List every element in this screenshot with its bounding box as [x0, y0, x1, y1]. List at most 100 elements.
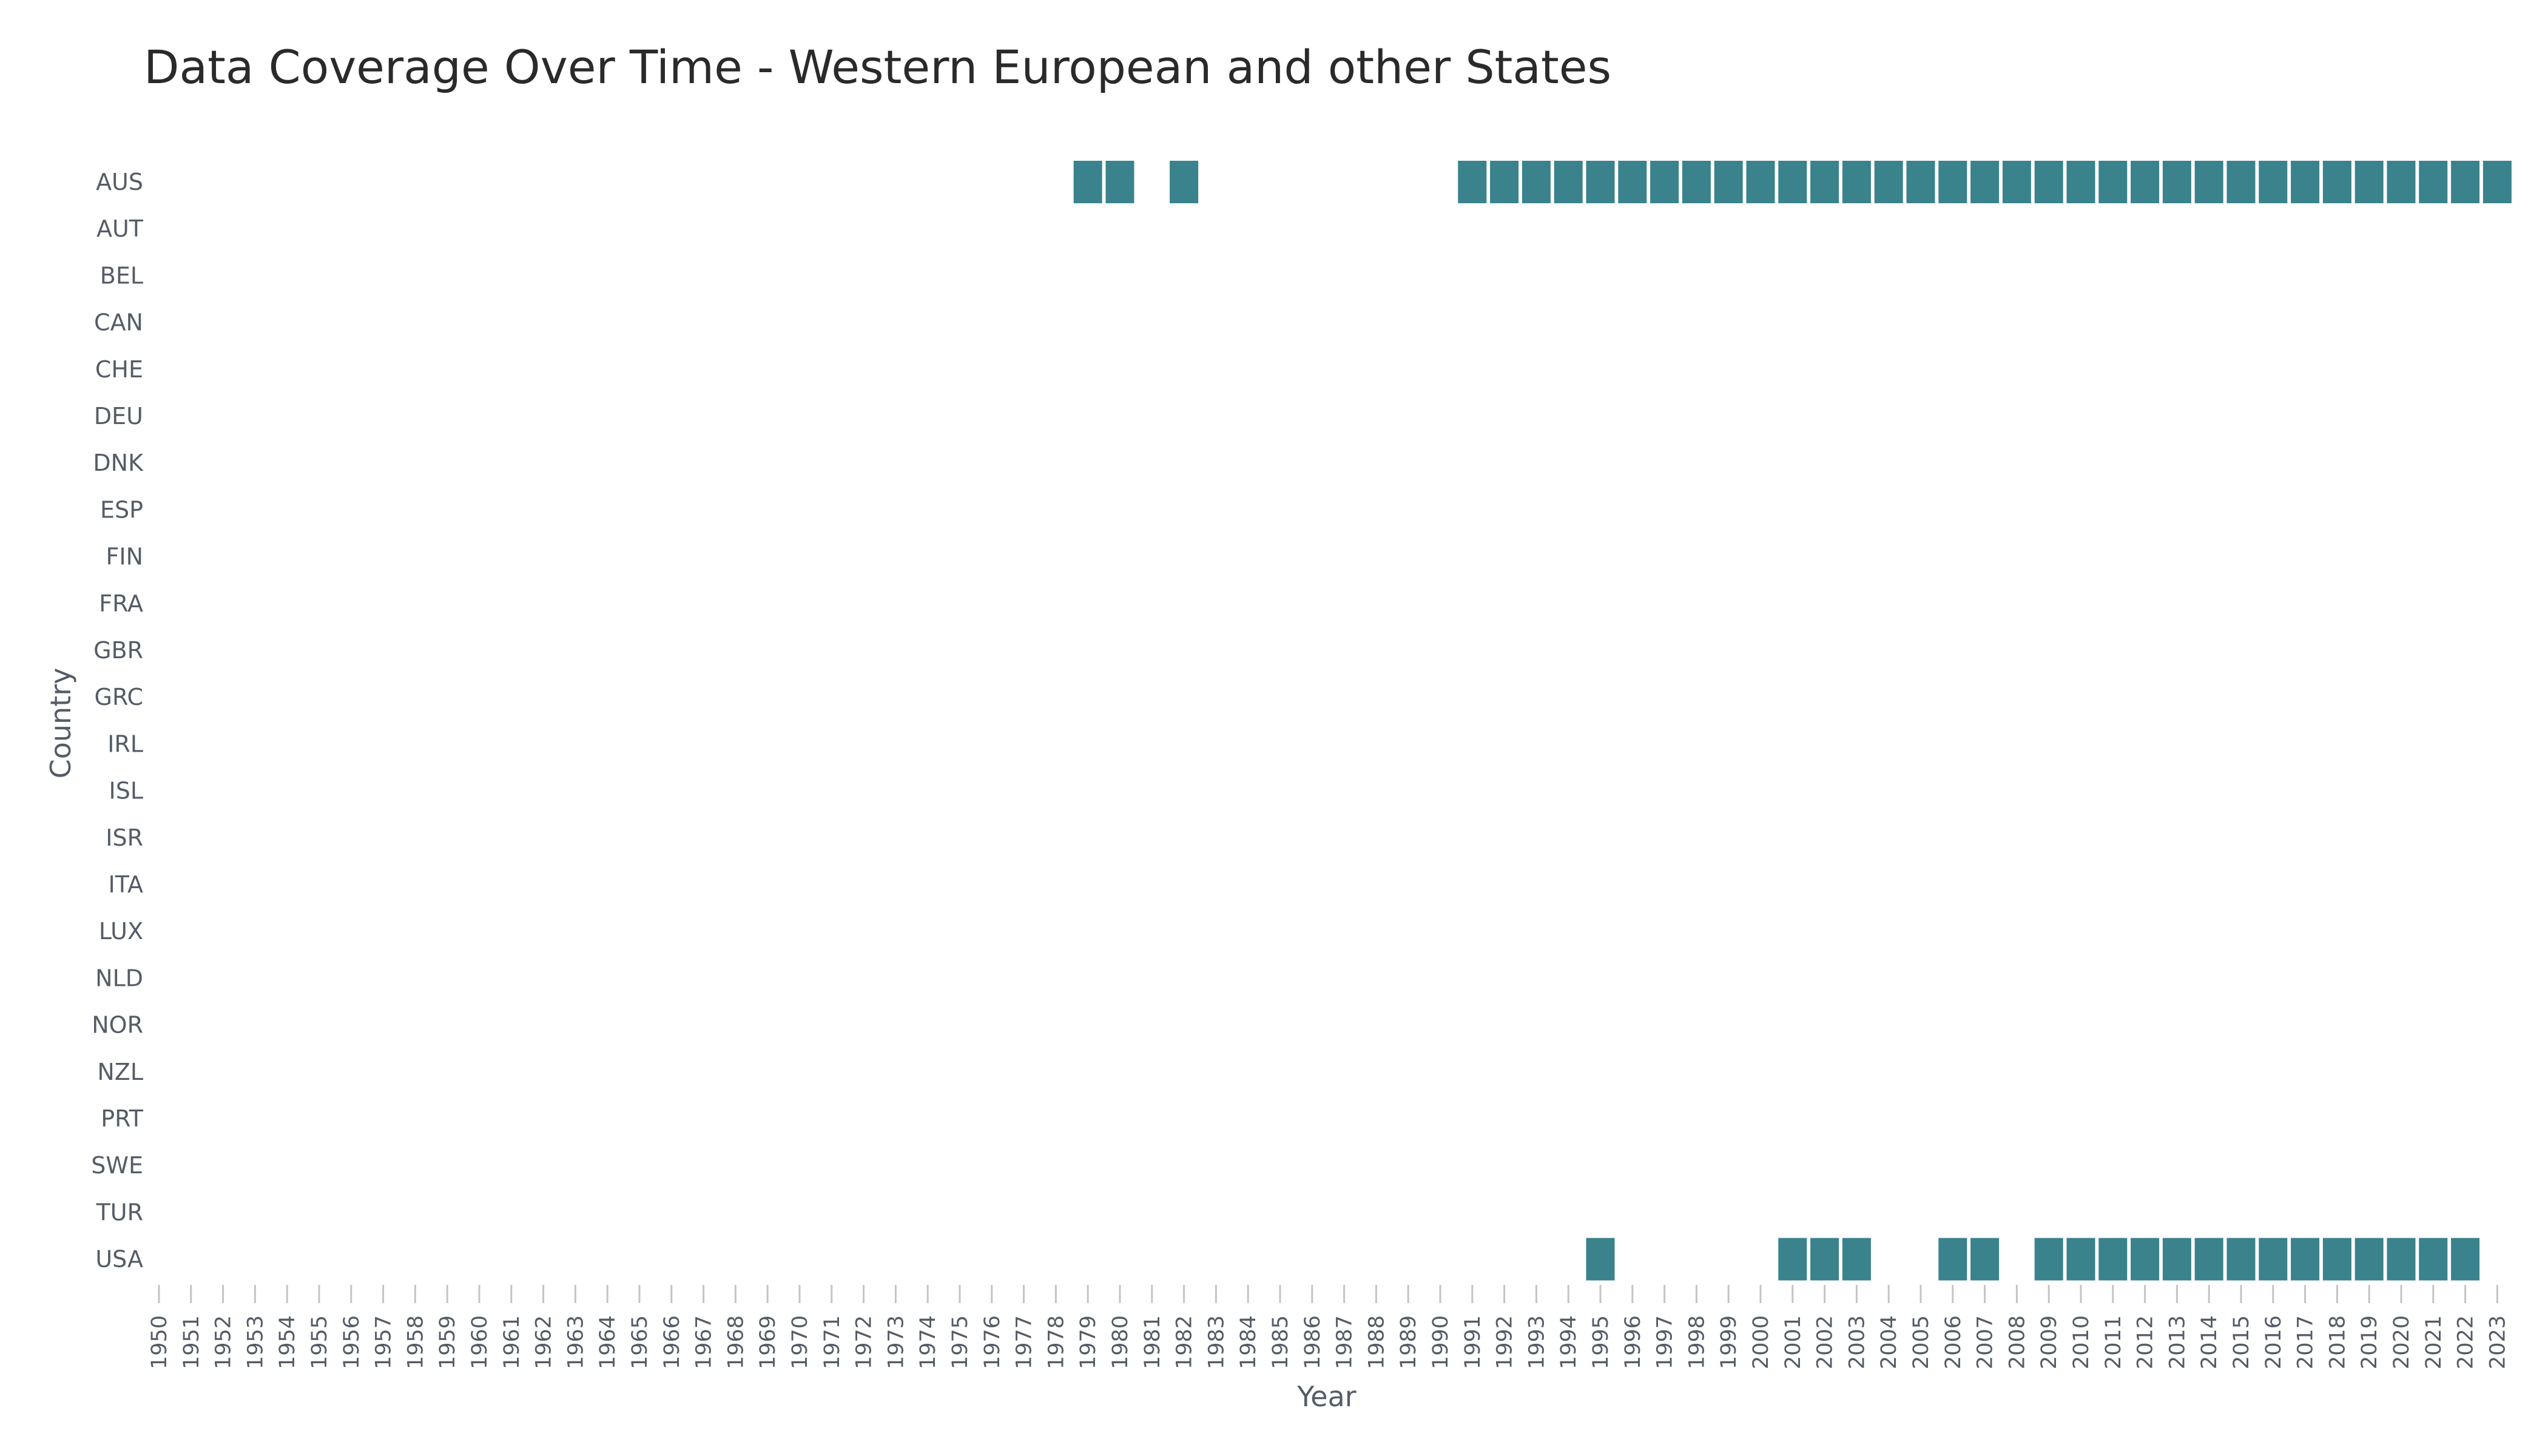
x-tick-label-2000: 2000 — [1749, 1315, 1773, 1369]
cell-aus-2007 — [1970, 161, 2000, 203]
y-tick-label-che: CHE — [95, 356, 143, 383]
cell-usa-2003 — [1842, 1238, 1871, 1281]
x-tick-label-1994: 1994 — [1557, 1315, 1581, 1369]
x-tick-label-1981: 1981 — [1141, 1315, 1165, 1369]
x-tick-label-1997: 1997 — [1653, 1315, 1677, 1369]
x-tick-label-1963: 1963 — [564, 1315, 588, 1369]
x-tick-label-1955: 1955 — [308, 1315, 332, 1369]
x-tick-label-2010: 2010 — [2069, 1315, 2094, 1369]
x-tick-label-2021: 2021 — [2422, 1315, 2446, 1369]
cell-usa-2012 — [2131, 1238, 2160, 1281]
x-tick-label-1961: 1961 — [500, 1315, 524, 1369]
y-tick-label-aut: AUT — [96, 215, 144, 242]
x-tick-label-2023: 2023 — [2486, 1315, 2510, 1369]
cell-aus-2018 — [2322, 161, 2351, 203]
x-tick-label-1996: 1996 — [1621, 1315, 1645, 1369]
x-tick-label-2011: 2011 — [2101, 1315, 2126, 1369]
x-tick-label-2004: 2004 — [1877, 1315, 1901, 1369]
x-tick-label-1982: 1982 — [1173, 1315, 1197, 1369]
cell-aus-1979 — [1073, 161, 1102, 203]
y-tick-label-irl: IRL — [107, 730, 143, 757]
x-tick-label-2001: 2001 — [1781, 1315, 1805, 1369]
cell-usa-2010 — [2066, 1238, 2095, 1281]
cell-aus-2011 — [2098, 161, 2128, 203]
x-tick-label-2005: 2005 — [1909, 1315, 1933, 1369]
y-tick-label-fin: FIN — [106, 544, 144, 570]
x-tick-labels: 1950 1951 1952 1953 1954 1955 1956 1957 1958 1959… — [147, 1315, 2510, 1369]
x-tick-label-1952: 1952 — [212, 1315, 236, 1369]
x-tick-label-1964: 1964 — [596, 1315, 620, 1369]
cell-aus-2021 — [2419, 161, 2448, 203]
x-tick-label-2015: 2015 — [2230, 1315, 2254, 1369]
cell-usa-2011 — [2098, 1238, 2128, 1281]
x-tick-label-1976: 1976 — [980, 1315, 1005, 1369]
coverage-cells — [1073, 161, 2512, 1281]
cell-aus-2010 — [2066, 161, 2095, 203]
cell-usa-2014 — [2194, 1238, 2223, 1281]
cell-usa-2009 — [2034, 1238, 2063, 1281]
x-tick-marks — [158, 1285, 2498, 1303]
y-tick-label-lux: LUX — [99, 918, 143, 945]
x-tick-label-1962: 1962 — [532, 1315, 556, 1369]
x-tick-label-1998: 1998 — [1685, 1315, 1709, 1369]
cell-usa-2006 — [1938, 1238, 1967, 1281]
cell-aus-2006 — [1938, 161, 1967, 203]
x-tick-label-2009: 2009 — [2037, 1315, 2061, 1369]
cell-aus-2000 — [1746, 161, 1775, 203]
x-tick-label-2012: 2012 — [2134, 1315, 2158, 1369]
cell-usa-2002 — [1810, 1238, 1839, 1281]
x-tick-label-1977: 1977 — [1013, 1315, 1037, 1369]
x-tick-label-1951: 1951 — [180, 1315, 204, 1369]
y-tick-label-ita: ITA — [109, 871, 143, 898]
x-tick-label-1953: 1953 — [243, 1315, 268, 1369]
x-tick-label-2016: 2016 — [2262, 1315, 2286, 1369]
x-tick-label-1958: 1958 — [403, 1315, 428, 1369]
x-tick-label-1989: 1989 — [1397, 1315, 1421, 1369]
y-tick-label-gbr: GBR — [93, 637, 143, 664]
cell-aus-1980 — [1105, 161, 1134, 203]
x-tick-label-1984: 1984 — [1236, 1315, 1261, 1369]
y-axis-label: Country — [44, 668, 77, 779]
y-tick-label-deu: DEU — [94, 403, 143, 430]
y-tick-label-grc: GRC — [95, 684, 144, 710]
y-tick-label-prt: PRT — [101, 1105, 144, 1132]
cell-aus-2023 — [2482, 161, 2512, 203]
chart-title: Data Coverage Over Time - Western Europe… — [144, 40, 1611, 94]
cell-aus-1998 — [1682, 161, 1711, 203]
y-tick-label-nor: NOR — [92, 1012, 143, 1039]
x-tick-label-1967: 1967 — [692, 1315, 716, 1369]
cell-aus-2002 — [1810, 161, 1839, 203]
x-axis-label: Year — [1296, 1380, 1356, 1413]
cell-usa-2018 — [2322, 1238, 2351, 1281]
x-tick-label-2022: 2022 — [2454, 1315, 2478, 1369]
y-tick-label-isr: ISR — [106, 824, 143, 851]
cell-aus-1995 — [1586, 161, 1615, 203]
x-tick-label-1954: 1954 — [275, 1315, 300, 1369]
x-tick-label-1968: 1968 — [724, 1315, 748, 1369]
x-tick-label-2013: 2013 — [2165, 1315, 2189, 1369]
x-tick-label-1957: 1957 — [372, 1315, 396, 1369]
x-tick-label-1971: 1971 — [820, 1315, 844, 1369]
x-tick-label-2018: 2018 — [2325, 1315, 2350, 1369]
y-tick-label-aus: AUS — [96, 169, 143, 195]
cell-aus-2013 — [2162, 161, 2191, 203]
x-tick-label-2008: 2008 — [2005, 1315, 2029, 1369]
x-tick-label-1960: 1960 — [468, 1315, 492, 1369]
x-tick-label-1978: 1978 — [1044, 1315, 1068, 1369]
cell-aus-2009 — [2034, 161, 2063, 203]
x-tick-label-1974: 1974 — [916, 1315, 940, 1369]
cell-aus-2016 — [2259, 161, 2288, 203]
x-tick-label-2014: 2014 — [2197, 1315, 2222, 1369]
y-tick-label-nld: NLD — [95, 965, 143, 991]
x-tick-label-1979: 1979 — [1076, 1315, 1100, 1369]
cell-usa-2001 — [1778, 1238, 1807, 1281]
x-tick-label-2003: 2003 — [1845, 1315, 1869, 1369]
x-tick-label-2020: 2020 — [2390, 1315, 2414, 1369]
y-tick-label-dnk: DNK — [93, 450, 144, 476]
x-tick-label-1956: 1956 — [340, 1315, 364, 1369]
cell-aus-2022 — [2451, 161, 2480, 203]
x-tick-label-1959: 1959 — [436, 1315, 460, 1369]
cell-usa-2019 — [2354, 1238, 2384, 1281]
cell-usa-2013 — [2162, 1238, 2191, 1281]
